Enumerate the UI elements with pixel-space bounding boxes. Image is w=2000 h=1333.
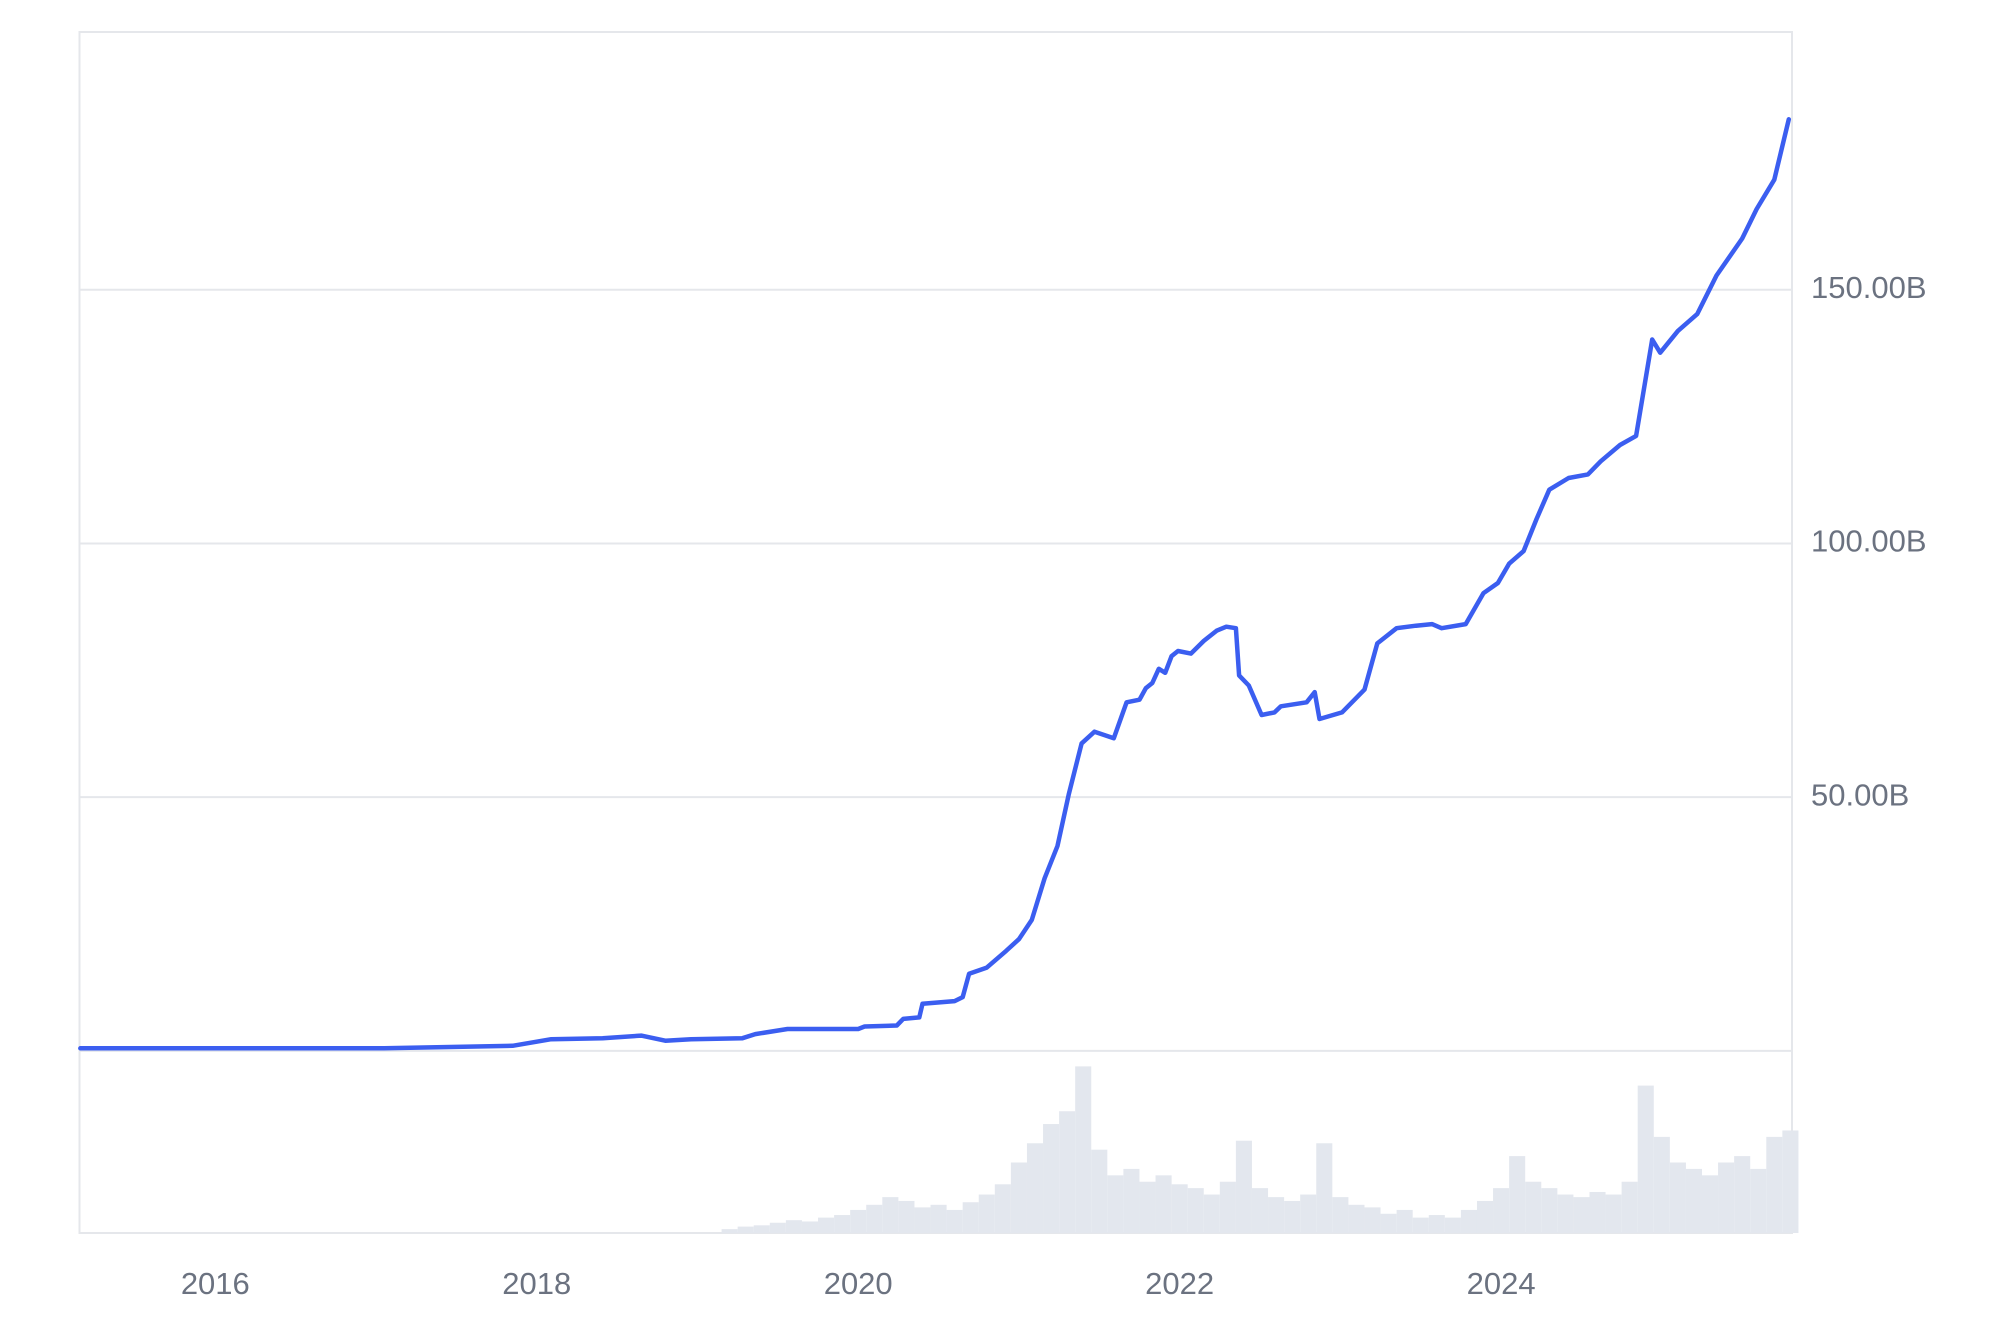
volume-bar <box>1750 1168 1767 1233</box>
volume-bar <box>1139 1181 1156 1233</box>
volume-bar <box>1268 1197 1285 1233</box>
volume-bar <box>1026 1143 1044 1233</box>
volume-bar <box>1316 1143 1333 1233</box>
plot-frame <box>78 31 1793 1234</box>
volume-bar <box>721 1229 738 1233</box>
volume-bar <box>962 1202 979 1233</box>
volume-bar <box>1621 1181 1638 1233</box>
volume-bar <box>801 1221 819 1233</box>
x-tick-label: 2020 <box>824 1266 893 1301</box>
volume-bar <box>1685 1168 1702 1233</box>
volume-bar <box>1235 1140 1252 1233</box>
volume-bar <box>1493 1188 1510 1233</box>
volume-bar <box>1573 1197 1590 1233</box>
volume-bar <box>1766 1136 1783 1233</box>
x-tick-label: 2016 <box>181 1266 250 1301</box>
volume-bar <box>850 1209 867 1233</box>
volume-bar <box>1155 1175 1172 1233</box>
volume-bar <box>1123 1168 1140 1233</box>
volume-bar <box>785 1220 802 1233</box>
x-tick-label: 2018 <box>502 1266 571 1301</box>
volume-bar <box>1075 1066 1092 1233</box>
volume-bar <box>1444 1217 1461 1233</box>
volume-bar <box>1332 1197 1349 1233</box>
volume-bar <box>866 1204 883 1233</box>
volume-bar <box>1380 1213 1397 1233</box>
volume-bar <box>1509 1156 1526 1233</box>
volume-bar <box>1203 1194 1220 1233</box>
volume-bar <box>753 1225 770 1233</box>
volume-bar <box>1605 1194 1622 1233</box>
volume-bar <box>1653 1136 1670 1233</box>
volume-bar <box>882 1197 899 1233</box>
volume-bar <box>1701 1175 1719 1233</box>
y-tick-label: 100.00B <box>1811 524 1927 559</box>
volume-bar <box>1412 1217 1429 1233</box>
volume-bar <box>1300 1194 1317 1233</box>
volume-bar <box>1171 1184 1188 1233</box>
line <box>78 117 1792 1051</box>
volume-bar <box>1525 1181 1542 1233</box>
volume-bar <box>1541 1188 1558 1233</box>
volume-bar <box>1059 1111 1076 1233</box>
volume-bar <box>1428 1215 1445 1233</box>
x-tick-label: 2022 <box>1145 1266 1214 1301</box>
volume-bar <box>1557 1194 1574 1233</box>
volume-bar <box>1219 1181 1236 1233</box>
volume-bar <box>834 1215 851 1233</box>
volume-bar <box>946 1209 963 1233</box>
x-tick-label: 2024 <box>1467 1266 1536 1301</box>
volume-bar <box>1589 1191 1606 1233</box>
volume-bar <box>769 1222 786 1233</box>
volume-bar <box>1669 1162 1686 1233</box>
volume-bar <box>994 1184 1011 1233</box>
volume-bar <box>1107 1175 1124 1233</box>
volume-bar <box>1718 1162 1735 1233</box>
volume-bar <box>1187 1188 1204 1233</box>
volume-bar <box>1348 1204 1365 1233</box>
volume-bar <box>1043 1124 1060 1233</box>
volume-bar <box>1637 1085 1654 1233</box>
volume-bar <box>1734 1156 1751 1233</box>
volume-bar <box>818 1217 835 1233</box>
volume-bar <box>1782 1130 1799 1233</box>
volume-bar <box>930 1204 947 1233</box>
volume-bar <box>1091 1149 1108 1233</box>
volume-bar <box>1284 1200 1301 1233</box>
y-tick-label: 50.00B <box>1811 777 1909 812</box>
volume-bar <box>1010 1162 1027 1233</box>
volume-bar <box>914 1207 931 1233</box>
volume-bar <box>1251 1188 1269 1233</box>
y-tick-label: 150.00B <box>1811 270 1927 305</box>
volume-bar <box>1476 1200 1494 1233</box>
volume-bar <box>1460 1209 1477 1233</box>
volume-bar <box>1396 1209 1413 1233</box>
volume-bar <box>898 1200 915 1233</box>
volume-bar <box>737 1226 754 1233</box>
volume-bar <box>1364 1207 1381 1233</box>
volume-bar <box>978 1194 995 1233</box>
